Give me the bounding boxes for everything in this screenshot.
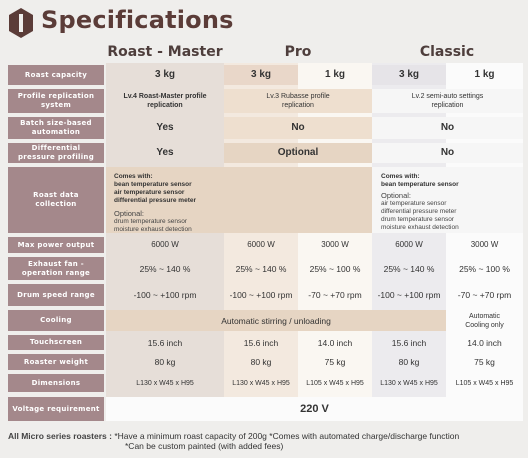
weight-classic-a: 80 kg <box>398 357 420 367</box>
column-header-classic: Classic <box>419 44 475 60</box>
weight-pro-b: 75 kg <box>324 357 346 367</box>
batch-pro: No <box>224 117 372 139</box>
drum-pro-b: -70 ~ +70 rpm <box>308 290 362 300</box>
rdc-rm-opt-item: drum temperature sensor <box>114 218 187 225</box>
footer-notes: All Micro series roasters : *Have a mini… <box>8 431 523 451</box>
touch-classic-a: 15.6 inch <box>391 337 427 348</box>
profile-rm: Lv.4 Roast-Master profile replication <box>123 93 207 109</box>
capacity-classic-b: 1 kg <box>474 69 495 80</box>
power-pro-a: 6000 W <box>247 240 275 249</box>
column-header-roast-master: Roast - Master <box>107 44 223 60</box>
capacity-rm: 3 kg <box>154 69 175 80</box>
rdc-rm-opt-item: moisture exhaust detection <box>114 226 192 233</box>
fan-classic-a: 25% ~ 140 % <box>383 263 435 274</box>
row-label-profile: Profile replication system <box>8 89 104 113</box>
row-label-weight: Roaster weight <box>8 354 104 370</box>
diff-rm: Yes <box>156 147 174 158</box>
drum-classic-b: -70 ~ +70 rpm <box>457 290 512 300</box>
rdc-rm-comes: Comes with: <box>114 173 153 180</box>
capacity-pro-a: 3 kg <box>224 65 298 85</box>
rdc-rm-pro: Comes with: bean temperature sensor air … <box>106 167 372 233</box>
rdc-classic-opt-item: air temperature sensor <box>381 200 447 207</box>
power-rm: 6000 W <box>151 240 179 249</box>
dims-classic-a: L130 x W45 x H95 <box>380 379 438 387</box>
footer-note: *Comes with automated charge/discharge f… <box>269 431 460 441</box>
row-label-voltage: Voltage requirement <box>8 397 104 421</box>
voltage-value: 220 V <box>106 397 523 421</box>
rdc-rm-item: bean temperature sensor <box>114 181 192 188</box>
power-pro-b: 3000 W <box>321 240 349 249</box>
rdc-rm-item: air temperature sensor <box>114 189 185 196</box>
fan-rm: 25% ~ 140 % <box>139 263 191 274</box>
row-label-fan: Exhaust fan - operation range <box>8 257 104 280</box>
weight-classic-b: 75 kg <box>474 357 495 367</box>
touch-classic-b: 14.0 inch <box>467 337 502 348</box>
batch-classic: No <box>372 117 523 139</box>
drum-pro-a: -100 ~ +100 rpm <box>229 290 293 300</box>
rdc-classic-comes: Comes with: <box>381 173 420 180</box>
row-label-touch: Touchscreen <box>8 335 104 350</box>
brand-logo-icon <box>9 8 33 38</box>
rdc-rm-optional: Optional: <box>114 209 145 218</box>
profile-classic: Lv.2 semi-auto settings replication <box>372 89 523 113</box>
drum-rm: -100 ~ +100 rpm <box>133 290 197 300</box>
page-title: Specifications <box>41 6 234 34</box>
dims-rm: L130 x W45 x H95 <box>136 379 194 387</box>
weight-rm: 80 kg <box>154 357 176 367</box>
diff-pro: Optional <box>224 143 372 163</box>
row-label-diff: Differential pressure profiling <box>8 143 104 163</box>
row-label-power: Max power output <box>8 237 104 253</box>
capacity-classic-a: 3 kg <box>372 65 446 85</box>
weight-pro-a: 80 kg <box>250 357 272 367</box>
touch-pro-a: 15.6 inch <box>243 337 279 348</box>
capacity-pro-b: 1 kg <box>324 69 345 80</box>
footer-label: All Micro series roasters : <box>8 431 112 441</box>
batch-rm: Yes <box>156 122 174 133</box>
rdc-rm-item: differential pressure meter <box>114 197 197 204</box>
row-label-dims: Dimensions <box>8 374 104 392</box>
power-classic-a: 6000 W <box>395 240 423 249</box>
footer-note: *Can be custom painted (with added fees) <box>125 441 284 451</box>
row-label-batch: Batch size-based automation <box>8 117 104 139</box>
row-label-rdc: Roast data collection <box>8 167 104 233</box>
diff-classic: No <box>372 143 523 163</box>
column-header-pro: Pro <box>284 44 312 60</box>
row-label-drum: Drum speed range <box>8 284 104 306</box>
touch-rm: 15.6 inch <box>147 337 183 348</box>
fan-classic-b: 25% ~ 100 % <box>459 263 510 274</box>
rdc-classic-opt-item: moisture exhaust detection <box>381 224 459 231</box>
row-label-cooling: Cooling <box>8 310 104 331</box>
dims-pro-a: L130 x W45 x H95 <box>232 379 290 387</box>
footer-note: *Have a minimum roast capacity of 200g <box>114 431 267 441</box>
rdc-classic-optional: Optional: <box>381 191 412 200</box>
profile-pro: Lv.3 Rubasse profile replication <box>224 89 372 113</box>
rdc-classic-opt-item: differential pressure meter <box>381 208 457 215</box>
rdc-classic-item: bean temperature sensor <box>381 181 459 188</box>
dims-classic-b: L105 x W45 x H95 <box>455 379 514 387</box>
cooling-classic-b: Automatic Cooling only <box>465 312 504 329</box>
fan-pro-b: 25% ~ 100 % <box>309 263 361 274</box>
row-label-capacity: Roast capacity <box>8 65 104 85</box>
cooling-shared: Automatic stirring / unloading <box>106 310 446 331</box>
rdc-classic-opt-item: drum temperature sensor <box>381 216 454 223</box>
touch-pro-b: 14.0 inch <box>317 337 353 348</box>
header: Specifications <box>0 0 528 44</box>
drum-classic-a: -100 ~ +100 rpm <box>377 290 441 300</box>
power-classic-b: 3000 W <box>470 240 499 249</box>
dims-pro-b: L105 x W45 x H95 <box>306 379 364 387</box>
rdc-classic: Comes with: bean temperature sensor Opti… <box>372 167 523 233</box>
fan-pro-a: 25% ~ 140 % <box>235 263 287 274</box>
